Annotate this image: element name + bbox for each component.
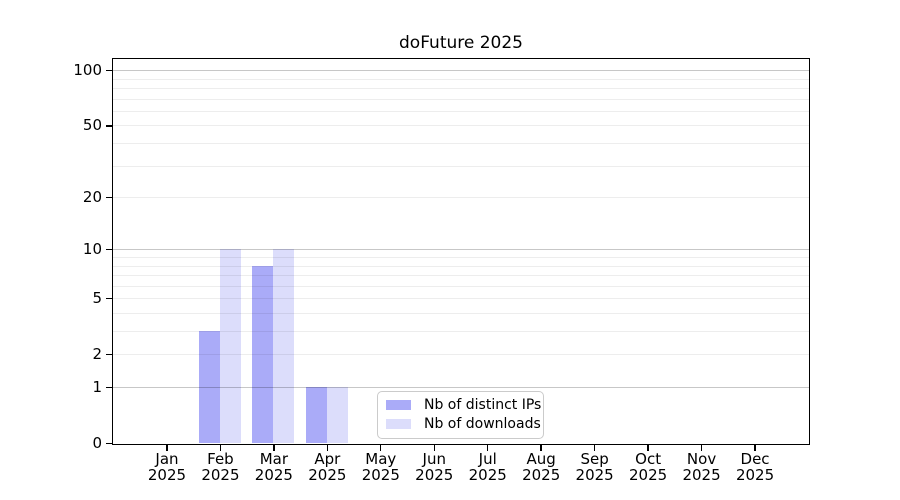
y-tick-mark xyxy=(106,442,113,445)
y-tick-mark xyxy=(106,354,113,356)
x-tick-mark xyxy=(593,444,596,451)
x-tick-year: 2025 xyxy=(254,465,293,484)
x-tick-mark xyxy=(273,444,275,451)
x-tick-label: Nov 2025 xyxy=(662,450,742,484)
x-tick-month: Jun xyxy=(422,450,446,468)
x-tick-mark xyxy=(487,444,489,451)
y-tick-label: 100 xyxy=(73,61,102,80)
x-tick-year: 2025 xyxy=(468,465,507,484)
x-tick-month: Feb xyxy=(207,450,234,468)
x-tick-mark xyxy=(540,444,542,451)
x-tick-label: May 2025 xyxy=(341,450,421,484)
x-tick-label: Mar 2025 xyxy=(234,450,314,484)
x-tick-mark xyxy=(380,444,382,451)
legend-label-distinct-ips: Nb of distinct IPs xyxy=(424,397,542,413)
x-tick-month: Jul xyxy=(478,450,497,468)
y-tick-label: 10 xyxy=(82,240,102,259)
x-tick-month: Dec xyxy=(740,450,770,468)
x-tick-month: Nov xyxy=(686,450,717,468)
bar-downloads xyxy=(219,249,241,443)
legend: Nb of distinct IPs Nb of downloads xyxy=(377,390,544,439)
x-tick-month: Apr xyxy=(314,450,341,468)
y-tick-label: 20 xyxy=(82,188,102,207)
x-tick-month: Mar xyxy=(259,450,289,468)
bar-distinct-ips xyxy=(305,387,327,443)
x-tick-mark xyxy=(433,444,435,451)
y-tick-mark xyxy=(106,70,113,72)
legend-swatch-downloads xyxy=(386,419,411,429)
x-tick-month: Aug xyxy=(526,450,556,468)
x-tick-year: 2025 xyxy=(682,465,721,484)
x-tick-year: 2025 xyxy=(361,465,400,484)
x-tick-year: 2025 xyxy=(201,465,240,484)
y-tick-mark xyxy=(106,125,113,127)
x-tick-mark xyxy=(754,444,756,451)
legend-item-downloads: Nb of downloads xyxy=(386,415,541,434)
plot-area: Nb of distinct IPs Nb of downloads xyxy=(112,58,810,445)
x-tick-mark xyxy=(219,444,222,451)
x-tick-year: 2025 xyxy=(629,465,668,484)
x-tick-year: 2025 xyxy=(522,465,561,484)
y-tick-label: 2 xyxy=(92,345,102,364)
legend-swatch-distinct-ips xyxy=(386,400,411,410)
y-tick-mark xyxy=(106,386,113,389)
chart-title: doFuture 2025 xyxy=(399,33,523,53)
x-tick-label: Jul 2025 xyxy=(448,450,528,484)
legend-item-distinct-ips: Nb of distinct IPs xyxy=(386,396,541,415)
bars-layer xyxy=(113,59,809,444)
x-tick-label: Oct 2025 xyxy=(608,450,688,484)
x-tick-label: Jan 2025 xyxy=(127,450,207,484)
bar-downloads xyxy=(273,249,295,443)
x-tick-year: 2025 xyxy=(415,465,454,484)
y-tick-mark xyxy=(106,196,113,199)
y-tick-label: 0 xyxy=(92,434,102,452)
x-tick-year: 2025 xyxy=(735,465,775,484)
bar-downloads xyxy=(326,387,348,443)
x-tick-mark xyxy=(326,444,329,451)
x-tick-month: Sep xyxy=(580,450,609,468)
x-tick-month: Jan xyxy=(155,450,179,468)
y-tick-mark xyxy=(106,249,113,251)
y-tick-label: 5 xyxy=(92,289,102,308)
x-tick-label: Sep 2025 xyxy=(555,450,635,484)
x-tick-year: 2025 xyxy=(575,465,614,484)
legend-label-downloads: Nb of downloads xyxy=(424,416,541,432)
x-tick-label: Jun 2025 xyxy=(394,450,474,484)
x-tick-year: 2025 xyxy=(308,465,347,484)
x-tick-label: Apr 2025 xyxy=(287,450,367,484)
x-tick-label: Dec 2025 xyxy=(715,450,795,484)
x-tick-month: Oct xyxy=(635,450,662,468)
bar-distinct-ips xyxy=(252,265,274,443)
bar-distinct-ips xyxy=(198,331,220,443)
x-tick-mark xyxy=(700,444,703,451)
y-tick-mark xyxy=(106,298,113,300)
x-tick-label: Feb 2025 xyxy=(180,450,260,484)
y-tick-label: 1 xyxy=(92,378,102,396)
x-tick-mark xyxy=(647,444,649,451)
x-tick-mark xyxy=(166,444,168,451)
y-tick-label: 50 xyxy=(82,116,102,135)
x-tick-month: May xyxy=(365,450,397,468)
x-tick-year: 2025 xyxy=(147,465,187,484)
x-tick-label: Aug 2025 xyxy=(501,450,581,484)
